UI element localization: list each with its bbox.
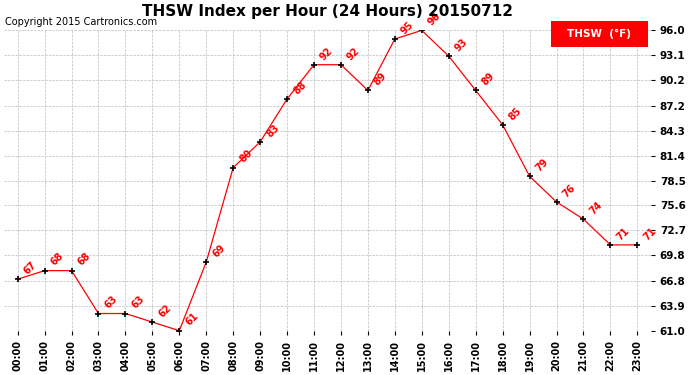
- Text: 74: 74: [588, 200, 604, 216]
- Text: 67: 67: [22, 260, 39, 276]
- Text: 93: 93: [453, 37, 469, 53]
- Text: 95: 95: [399, 20, 415, 36]
- Text: 89: 89: [480, 71, 497, 88]
- Text: 71: 71: [615, 225, 631, 242]
- Text: 92: 92: [318, 45, 335, 62]
- Text: 79: 79: [534, 157, 551, 174]
- Text: 83: 83: [264, 123, 281, 139]
- Text: 80: 80: [237, 148, 254, 165]
- Text: 61: 61: [184, 311, 200, 328]
- Text: 63: 63: [130, 294, 146, 311]
- Text: 76: 76: [561, 183, 578, 199]
- Text: 85: 85: [506, 105, 524, 122]
- Text: 68: 68: [76, 251, 92, 268]
- Text: 69: 69: [210, 243, 227, 259]
- Text: 71: 71: [642, 225, 658, 242]
- Text: Copyright 2015 Cartronics.com: Copyright 2015 Cartronics.com: [5, 17, 157, 27]
- Title: THSW Index per Hour (24 Hours) 20150712: THSW Index per Hour (24 Hours) 20150712: [142, 4, 513, 19]
- Text: 96: 96: [426, 11, 442, 28]
- Text: 63: 63: [103, 294, 119, 311]
- Text: 68: 68: [49, 251, 66, 268]
- Text: 89: 89: [372, 71, 388, 88]
- Text: 92: 92: [345, 45, 362, 62]
- Text: 88: 88: [291, 80, 308, 96]
- Text: 62: 62: [157, 303, 173, 320]
